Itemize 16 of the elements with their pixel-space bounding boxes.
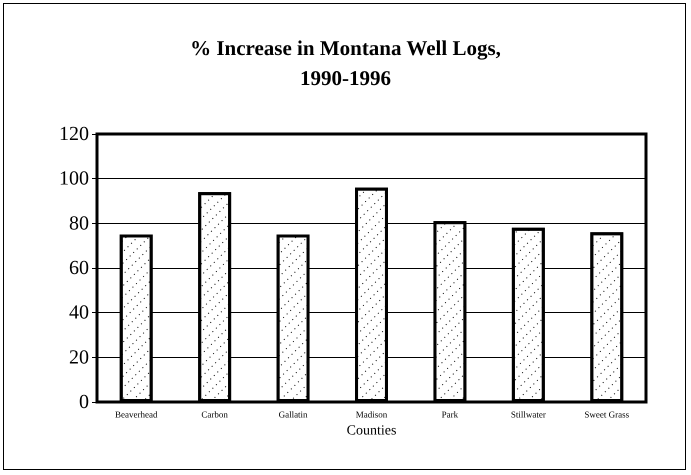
y-tick-label: 0 — [79, 391, 89, 413]
x-tick-label: Park — [442, 410, 459, 420]
y-tick-label: 80 — [69, 212, 89, 234]
x-tick-label: Carbon — [201, 410, 228, 420]
x-tick-label: Beaverhead — [114, 410, 158, 420]
y-tick-label: 60 — [69, 257, 89, 279]
x-tick-label: Sweet Grass — [584, 410, 630, 420]
x-tick-label: Gallatin — [278, 410, 308, 420]
y-tick-label: 20 — [69, 346, 89, 368]
y-tick-label: 100 — [59, 168, 89, 190]
y-tick-label: 40 — [69, 302, 89, 324]
x-axis-title: Counties — [346, 424, 396, 438]
x-tick-label: Madison — [356, 410, 388, 420]
y-tick-label: 120 — [59, 123, 89, 145]
chart-title: % Increase in Montana Well Logs, 1990-1996 — [190, 36, 501, 90]
x-tick-label: Stillwater — [510, 410, 546, 420]
